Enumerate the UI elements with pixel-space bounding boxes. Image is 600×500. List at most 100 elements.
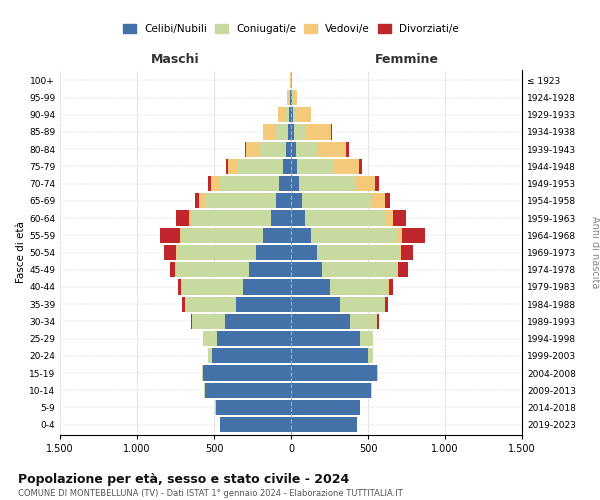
Text: Maschi: Maschi [151, 54, 200, 66]
Y-axis label: Fasce di età: Fasce di età [16, 222, 26, 284]
Bar [297, 159, 334, 174]
Bar [389, 280, 393, 294]
Bar [278, 176, 291, 191]
Bar [291, 296, 340, 312]
Bar [247, 142, 259, 157]
Bar [287, 90, 289, 105]
Bar [359, 159, 362, 174]
Bar [294, 124, 305, 140]
Bar [250, 262, 291, 278]
Bar [377, 366, 379, 380]
Bar [212, 348, 291, 364]
Bar [176, 210, 190, 226]
Bar [291, 417, 357, 432]
Bar [291, 245, 317, 260]
Bar [180, 228, 182, 243]
Bar [291, 159, 297, 174]
Bar [388, 280, 389, 294]
Bar [317, 142, 346, 157]
Bar [291, 90, 292, 105]
Bar [397, 262, 398, 278]
Bar [286, 107, 289, 122]
Bar [245, 142, 247, 157]
Text: COMUNE DI MONTEBELLUNA (TV) - Dati ISTAT 1° gennaio 2024 - Elaborazione TUTTITAL: COMUNE DI MONTEBELLUNA (TV) - Dati ISTAT… [18, 489, 403, 498]
Bar [296, 142, 317, 157]
Bar [299, 176, 355, 191]
Bar [286, 142, 291, 157]
Bar [185, 296, 236, 312]
Bar [202, 366, 203, 380]
Bar [215, 400, 291, 415]
Y-axis label: Anni di nascita: Anni di nascita [590, 216, 600, 288]
Bar [385, 296, 388, 312]
Bar [263, 228, 291, 243]
Bar [160, 228, 180, 243]
Bar [164, 245, 176, 260]
Bar [355, 176, 375, 191]
Bar [176, 245, 177, 260]
Bar [275, 194, 291, 208]
Bar [228, 159, 238, 174]
Bar [195, 194, 199, 208]
Bar [371, 194, 385, 208]
Bar [178, 280, 181, 294]
Bar [278, 107, 286, 122]
Bar [205, 194, 275, 208]
Bar [398, 262, 408, 278]
Bar [263, 124, 275, 140]
Bar [292, 90, 293, 105]
Bar [275, 124, 288, 140]
Bar [291, 124, 294, 140]
Bar [291, 314, 350, 329]
Legend: Celibi/Nubili, Coniugati/e, Vedovi/e, Divorziati/e: Celibi/Nubili, Coniugati/e, Vedovi/e, Di… [123, 24, 459, 34]
Bar [204, 382, 205, 398]
Bar [291, 348, 368, 364]
Bar [208, 176, 211, 191]
Bar [291, 107, 293, 122]
Bar [226, 159, 228, 174]
Bar [322, 262, 397, 278]
Bar [331, 124, 332, 140]
Bar [208, 348, 212, 364]
Bar [283, 159, 291, 174]
Bar [218, 176, 278, 191]
Bar [205, 382, 291, 398]
Bar [291, 228, 311, 243]
Text: Femmine: Femmine [374, 54, 439, 66]
Bar [176, 262, 250, 278]
Bar [190, 210, 193, 226]
Bar [211, 176, 218, 191]
Bar [220, 417, 291, 432]
Bar [271, 210, 291, 226]
Bar [302, 194, 371, 208]
Bar [170, 262, 175, 278]
Bar [377, 314, 379, 329]
Bar [291, 280, 329, 294]
Bar [288, 124, 291, 140]
Bar [305, 124, 331, 140]
Bar [368, 348, 373, 364]
Bar [236, 296, 291, 312]
Bar [182, 296, 185, 312]
Bar [385, 210, 394, 226]
Bar [243, 280, 291, 294]
Bar [289, 90, 290, 105]
Bar [177, 245, 256, 260]
Bar [334, 159, 359, 174]
Bar [399, 245, 401, 260]
Bar [291, 262, 322, 278]
Bar [385, 194, 391, 208]
Bar [238, 159, 283, 174]
Bar [256, 245, 291, 260]
Bar [293, 90, 297, 105]
Bar [346, 142, 349, 157]
Bar [217, 331, 291, 346]
Bar [193, 314, 225, 329]
Bar [289, 107, 291, 122]
Bar [293, 107, 296, 122]
Bar [191, 314, 192, 329]
Bar [182, 280, 243, 294]
Bar [296, 107, 311, 122]
Bar [291, 366, 377, 380]
Bar [340, 296, 385, 312]
